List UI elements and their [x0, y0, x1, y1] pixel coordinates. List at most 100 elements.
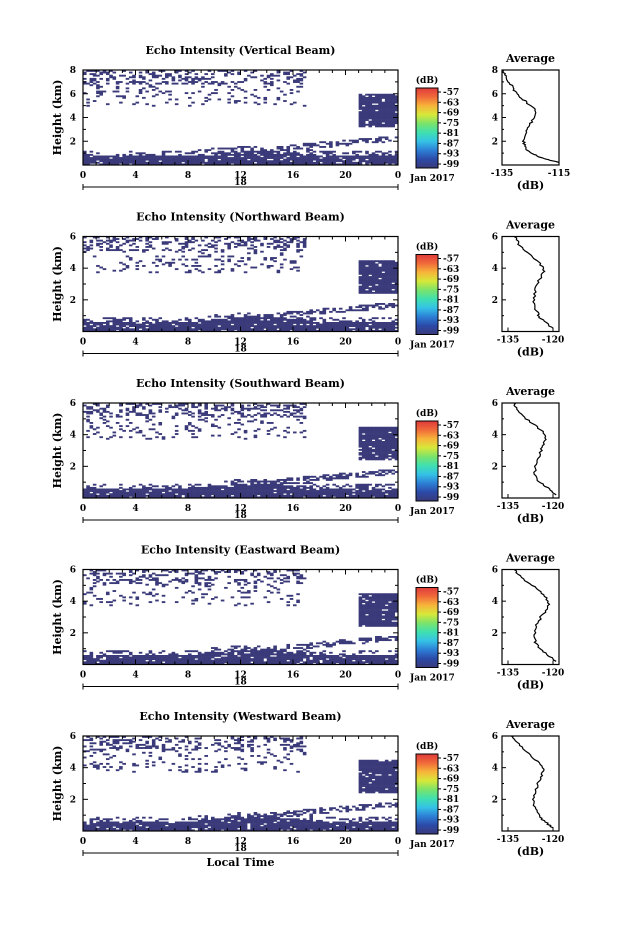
echo-cell [168, 659, 172, 662]
echo-cell [132, 490, 136, 492]
echo-cell [230, 161, 235, 164]
echo-cell [315, 479, 320, 481]
echo-cell [240, 591, 245, 594]
echo-cell [381, 485, 386, 488]
echo-cell [214, 153, 218, 156]
echo-cell [375, 104, 379, 107]
echo-cell [220, 163, 225, 165]
echo-cell [145, 163, 149, 165]
echo-cell [191, 658, 195, 661]
echo-cell [119, 594, 123, 597]
echo-cell [204, 406, 208, 409]
echo-cell [188, 423, 192, 426]
echo-cell [171, 493, 176, 496]
echo-cell [240, 491, 245, 494]
echo-cell [391, 108, 396, 110]
echo-cell [217, 160, 222, 163]
echo-cell [247, 161, 251, 164]
echo-cell [335, 326, 340, 329]
echo-cell [138, 655, 143, 657]
echo-cell [155, 580, 159, 583]
echo-cell [309, 146, 313, 148]
echo-cell [102, 572, 107, 575]
echo-cell [381, 104, 386, 107]
echo-cell [191, 70, 195, 72]
echo-cell [188, 239, 192, 242]
echo-cell [358, 269, 363, 272]
echo-cell [125, 662, 130, 665]
echo-cell [165, 494, 169, 497]
echo-cell [105, 320, 110, 323]
colorbar-tick-label: -63 [443, 431, 459, 441]
echo-cell [168, 571, 172, 573]
echo-cell [132, 157, 136, 159]
echo-cell [358, 442, 363, 445]
echo-cell [279, 479, 284, 481]
echo-cell [338, 326, 343, 329]
echo-cell [233, 147, 238, 150]
echo-cell [217, 662, 222, 665]
echo-cell [171, 496, 176, 498]
echo-cell [384, 322, 389, 324]
echo-cell [201, 329, 205, 332]
echo-cell [384, 125, 389, 128]
echo-cell [273, 153, 277, 156]
echo-cell [309, 310, 313, 313]
echo-cell [184, 409, 189, 412]
echo-cell [388, 153, 392, 156]
echo-cell [184, 491, 189, 494]
echo-cell [243, 658, 248, 661]
echo-cell [253, 150, 258, 153]
echo-cell [191, 92, 195, 95]
echo-cell [184, 323, 189, 326]
echo-cell [89, 160, 94, 163]
echo-cell [368, 276, 373, 278]
echo-cell [233, 263, 238, 266]
echo-cell [112, 661, 117, 664]
echo-cell [171, 415, 176, 418]
echo-cell [289, 239, 294, 242]
echo-cell [256, 486, 261, 489]
echo-cell [204, 486, 208, 489]
echo-cell [345, 475, 350, 478]
echo-cell [289, 404, 294, 407]
panel-title: Echo Intensity (Eastward Beam) [141, 544, 340, 557]
echo-cell [329, 157, 333, 159]
echo-cell [89, 157, 94, 159]
echo-cell [105, 406, 110, 409]
echo-cell [345, 142, 350, 145]
echo-cell [240, 409, 245, 412]
echo-cell [247, 329, 251, 332]
echo-cell [207, 659, 212, 662]
echo-cell [378, 282, 382, 285]
echo-cell [224, 485, 228, 488]
echo-cell [161, 325, 166, 328]
echo-cell [86, 70, 90, 72]
echo-cell [158, 655, 163, 657]
echo-cell [109, 244, 113, 247]
echo-cell [210, 326, 215, 329]
echo-cell [381, 263, 386, 266]
echo-cell [273, 328, 277, 331]
echo-cell [174, 579, 179, 581]
echo-cell [243, 493, 248, 496]
echo-cell [309, 491, 313, 494]
profile-y-tick-label: 4 [492, 114, 498, 124]
echo-cell [289, 152, 294, 155]
echo-cell [335, 155, 340, 158]
echo-cell [174, 239, 179, 242]
echo-cell [378, 155, 382, 158]
echo-cell [86, 436, 90, 439]
echo-cell [207, 93, 212, 96]
echo-cell [365, 490, 369, 492]
echo-cell [378, 139, 382, 142]
echo-cell [197, 429, 202, 432]
echo-cell [83, 661, 87, 664]
echo-cell [135, 661, 140, 664]
echo-cell [361, 277, 366, 280]
echo-cell [319, 312, 323, 315]
echo-cell [197, 326, 202, 329]
echo-cell [270, 322, 274, 324]
echo-cell [243, 431, 248, 434]
echo-cell [342, 322, 346, 324]
